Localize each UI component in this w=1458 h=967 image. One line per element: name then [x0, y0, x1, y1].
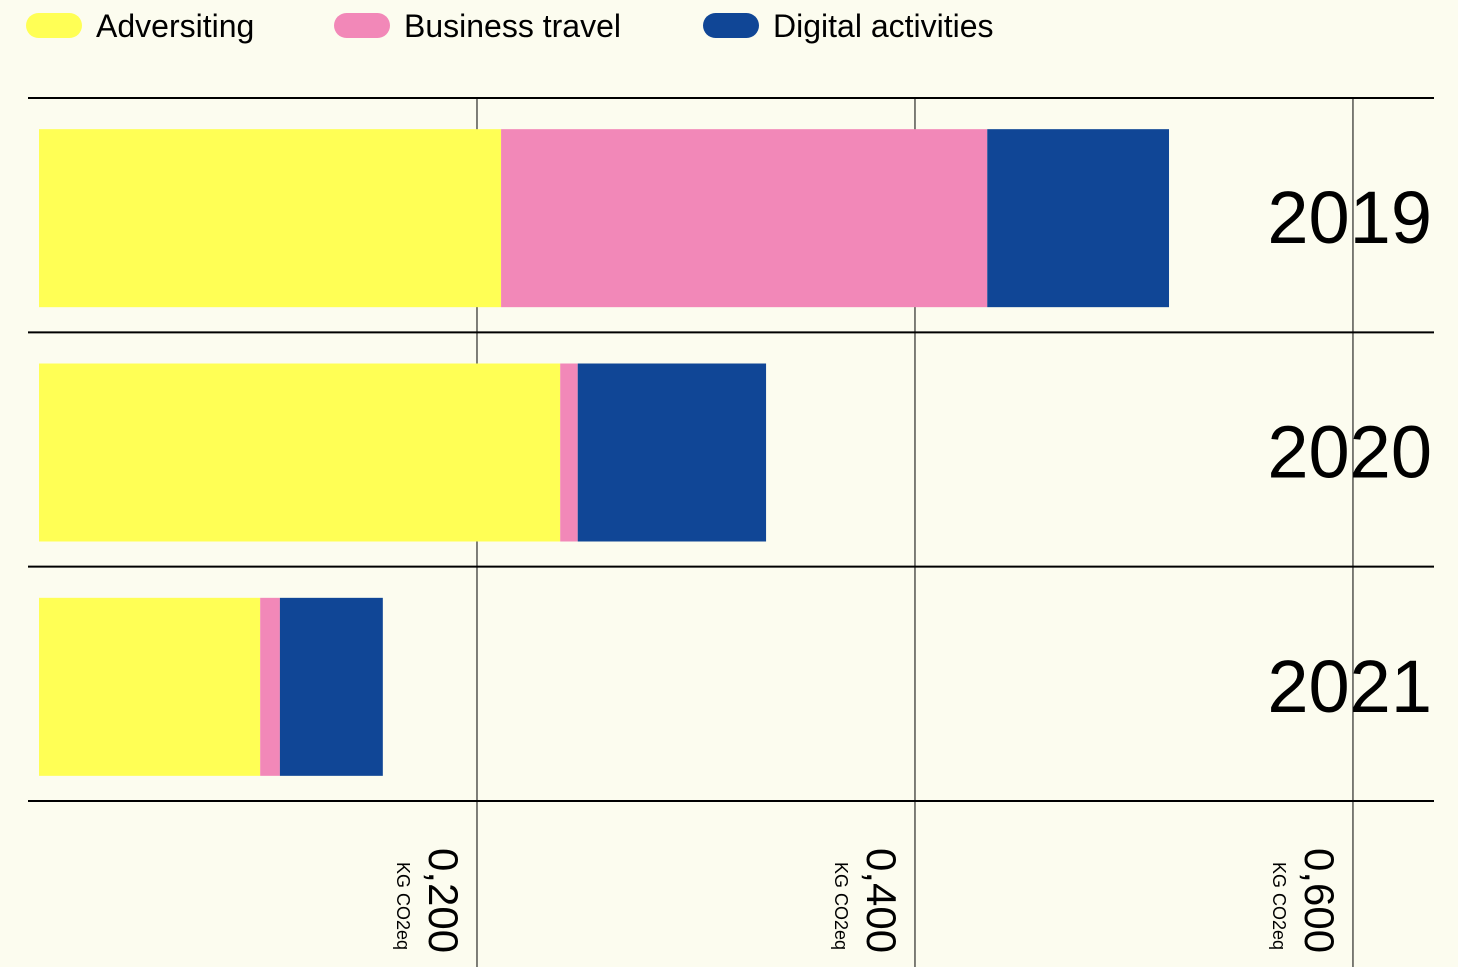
bar-segment: [501, 129, 988, 308]
legend-swatch: [703, 13, 759, 38]
legend-label: Adversiting: [96, 8, 254, 44]
bar-segment: [560, 363, 578, 542]
x-tick-label: 0,600: [1296, 848, 1343, 953]
bar-segment: [987, 129, 1170, 308]
bar-segment: [279, 597, 383, 776]
category-label: 2021: [1267, 645, 1432, 728]
x-tick-label: 0,200: [420, 848, 467, 953]
bar-segment: [39, 363, 561, 542]
legend-label: Business travel: [404, 8, 621, 44]
bar-segment: [39, 129, 502, 308]
category-label: 2020: [1267, 411, 1432, 494]
x-axis-label: KG CO2eq: [831, 862, 851, 950]
legend-label: Digital activities: [773, 8, 994, 44]
x-axis-label: KG CO2eq: [393, 862, 413, 950]
x-axis-label: KG CO2eq: [1269, 862, 1289, 950]
category-label: 2019: [1267, 176, 1432, 259]
bar-segment: [577, 363, 767, 542]
x-tick-label: 0,400: [858, 848, 905, 953]
bar-segment: [39, 597, 261, 776]
bar-segment: [260, 597, 280, 776]
legend-swatch: [26, 13, 82, 38]
legend-swatch: [334, 13, 390, 38]
